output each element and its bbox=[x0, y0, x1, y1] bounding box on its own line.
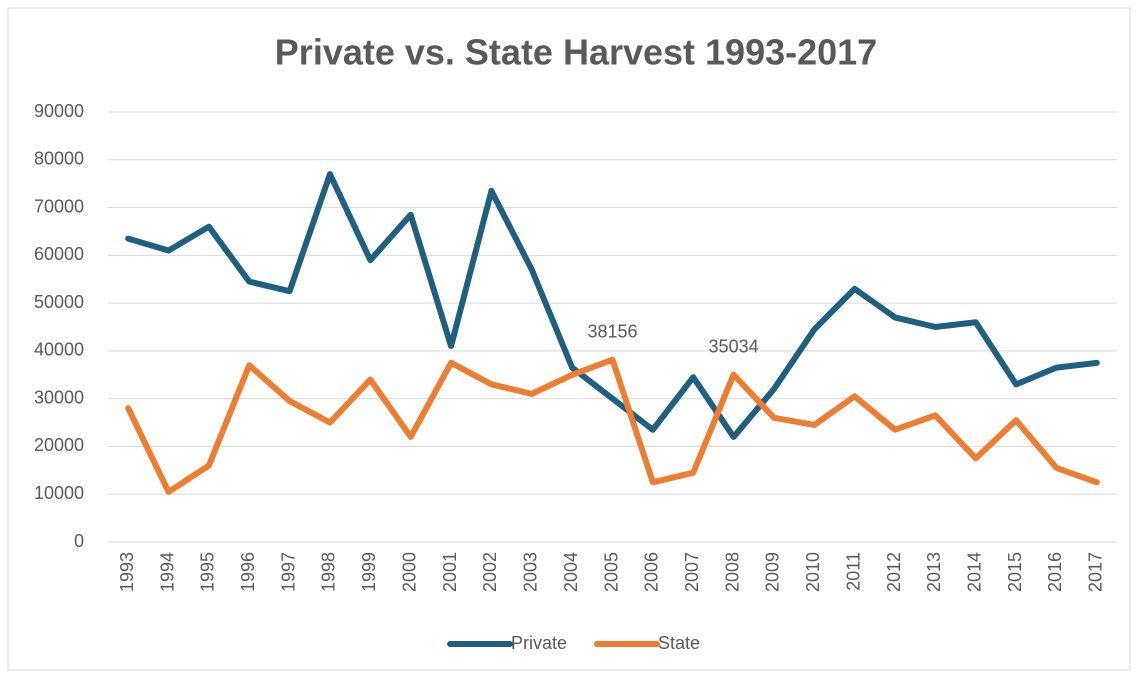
x-tick-label: 2006 bbox=[642, 552, 662, 592]
x-tick-label: 2000 bbox=[399, 552, 419, 592]
x-tick-label: 2010 bbox=[803, 552, 823, 592]
y-tick-label: 80000 bbox=[34, 149, 84, 169]
x-tick-label: 1999 bbox=[359, 552, 379, 592]
x-tick-label: 1993 bbox=[117, 552, 137, 592]
x-tick-label: 1997 bbox=[278, 552, 298, 592]
x-tick-label: 2011 bbox=[843, 552, 863, 591]
series-line bbox=[125, 356, 1100, 495]
x-tick-label: 2009 bbox=[763, 552, 783, 592]
x-tick-label: 2005 bbox=[601, 552, 621, 592]
x-tick-label: 2017 bbox=[1086, 552, 1106, 592]
x-tick-label: 2001 bbox=[440, 552, 460, 592]
y-tick-label: 10000 bbox=[34, 483, 84, 503]
x-tick-label: 1995 bbox=[198, 552, 218, 592]
y-tick-label: 30000 bbox=[34, 387, 84, 407]
y-tick-label: 70000 bbox=[34, 196, 84, 216]
x-tick-label: 2016 bbox=[1045, 552, 1065, 592]
y-tick-label: 20000 bbox=[34, 435, 84, 455]
y-tick-label: 50000 bbox=[34, 292, 84, 312]
x-tick-label: 2007 bbox=[682, 552, 702, 592]
x-tick-label: 1994 bbox=[157, 552, 177, 592]
legend-label: State bbox=[658, 633, 700, 653]
y-tick-label: 60000 bbox=[34, 244, 84, 264]
x-tick-label: 1996 bbox=[238, 552, 258, 592]
x-tick-label: 2012 bbox=[884, 552, 904, 592]
x-tick-label: 2004 bbox=[561, 552, 581, 592]
x-tick-label: 2002 bbox=[480, 552, 500, 592]
chart-border bbox=[7, 7, 1131, 671]
data-label: 38156 bbox=[587, 321, 637, 341]
legend-label: Private bbox=[511, 633, 567, 653]
chart-title: Private vs. State Harvest 1993-2017 bbox=[275, 32, 877, 73]
x-tick-label: 2015 bbox=[1005, 552, 1025, 592]
x-tick-label: 2014 bbox=[964, 552, 984, 592]
x-tick-label: 1998 bbox=[319, 552, 339, 592]
y-tick-label: 90000 bbox=[34, 101, 84, 121]
y-tick-label: 40000 bbox=[34, 340, 84, 360]
x-tick-label: 2003 bbox=[521, 552, 541, 592]
data-label: 35034 bbox=[709, 336, 759, 356]
x-tick-label: 2013 bbox=[924, 552, 944, 592]
x-tick-label: 2008 bbox=[722, 552, 742, 592]
series-line bbox=[125, 171, 1100, 440]
y-tick-label: 0 bbox=[74, 531, 84, 551]
